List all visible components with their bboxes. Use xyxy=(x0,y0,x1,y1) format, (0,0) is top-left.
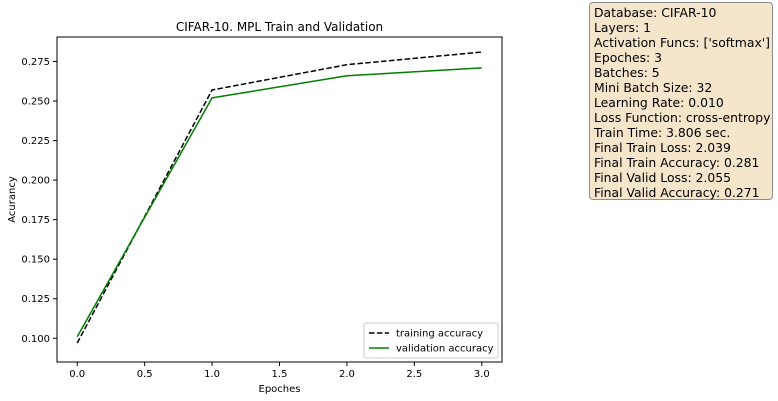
y-tick-label: 0.225 xyxy=(21,136,50,147)
x-axis: 0.0 0.5 1.0 1.5 2.0 2.5 3.0 xyxy=(69,362,490,380)
plot-frame xyxy=(56,36,503,363)
x-tick-label: 0.5 xyxy=(137,369,153,380)
info-line-valid-accuracy: Final Valid Accuracy: 0.271 xyxy=(594,185,760,200)
info-line-layers: Layers: 1 xyxy=(594,20,651,35)
y-tick-label: 0.200 xyxy=(21,176,50,187)
info-line-train-time: Train Time: 3.806 sec. xyxy=(594,125,731,140)
legend-label-training: training accuracy xyxy=(396,329,483,340)
info-line-database: Database: CIFAR-10 xyxy=(594,5,717,20)
y-tick-label: 0.150 xyxy=(21,255,50,266)
info-line-learning-rate: Learning Rate: 0.010 xyxy=(594,95,724,110)
plot-area xyxy=(56,36,503,363)
series-line-training xyxy=(76,51,482,344)
y-tick-label: 0.125 xyxy=(21,294,50,305)
series-lines xyxy=(76,51,482,344)
x-tick-label: 2.0 xyxy=(339,369,355,380)
y-tick-label: 0.250 xyxy=(21,97,50,108)
info-line-epoches: Epoches: 3 xyxy=(594,50,663,65)
y-axis-label: Acurancy xyxy=(7,176,18,223)
x-tick-label: 1.0 xyxy=(204,369,220,380)
x-tick-label: 1.5 xyxy=(272,369,288,380)
x-tick-label: 0.0 xyxy=(69,369,85,380)
x-tick-label: 2.5 xyxy=(406,369,422,380)
series-line-validation xyxy=(76,67,482,338)
chart-title: CIFAR-10. MPL Train and Validation xyxy=(176,20,383,34)
info-line-train-accuracy: Final Train Accuracy: 0.281 xyxy=(594,155,760,170)
x-tick-label: 3.0 xyxy=(474,369,490,380)
info-line-mini-batch: Mini Batch Size: 32 xyxy=(594,80,713,95)
info-line-loss-function: Loss Function: cross-entropy xyxy=(594,110,771,125)
legend-frame xyxy=(363,322,499,359)
training-info-box: Database: CIFAR-10 Layers: 1 Activation … xyxy=(589,2,773,200)
y-tick-label: 0.100 xyxy=(21,334,50,345)
x-axis-label: Epoches xyxy=(259,384,301,395)
info-line-valid-loss: Final Valid Loss: 2.055 xyxy=(594,170,732,185)
info-line-activation: Activation Funcs: ['softmax'] xyxy=(594,35,771,50)
line-chart: CIFAR-10. MPL Train and Validation 0.0 0.… xyxy=(7,20,503,395)
legend-label-validation: validation accuracy xyxy=(396,344,494,355)
y-tick-label: 0.275 xyxy=(21,57,50,68)
legend: training accuracy validation accuracy xyxy=(363,322,499,359)
info-line-batches: Batches: 5 xyxy=(594,65,660,80)
y-tick-label: 0.175 xyxy=(21,215,50,226)
y-axis: 0.100 0.125 0.150 0.175 0.200 0.225 0.250 0.275 xyxy=(21,57,57,345)
info-line-train-loss: Final Train Loss: 2.039 xyxy=(594,140,731,155)
